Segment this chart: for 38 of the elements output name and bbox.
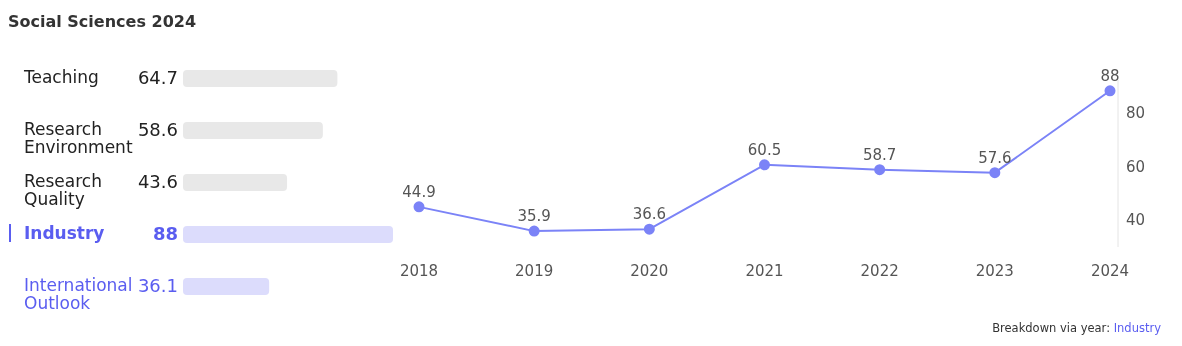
data-label: 58.7	[862, 145, 897, 164]
x-tick-label: 2023	[975, 261, 1014, 280]
y-tick-label: 60	[1126, 157, 1146, 176]
point	[759, 159, 770, 171]
data-label: 57.6	[978, 148, 1012, 167]
data-label: 35.9	[517, 207, 551, 226]
point	[989, 167, 1001, 179]
bar	[183, 278, 270, 295]
point	[528, 225, 540, 237]
y-tick-label: 80	[1126, 103, 1146, 122]
x-tick-label: 2024	[1090, 261, 1130, 280]
x-tick-label: 2021	[745, 261, 784, 280]
y-tick-label: International Outlook	[24, 275, 133, 313]
y-tick-label: 40	[1126, 211, 1146, 230]
point	[874, 164, 886, 176]
data-label: 88	[1100, 66, 1120, 85]
chart-title: Social Sciences 2024	[8, 12, 197, 31]
data-label: 88	[152, 222, 178, 244]
data-label: 58.6	[137, 118, 178, 140]
data-label: 44.9	[402, 182, 436, 201]
data-label: 43.6	[137, 170, 178, 192]
y-tick-label: Teaching	[23, 67, 99, 87]
point	[643, 223, 655, 235]
data-label: 64.7	[137, 66, 178, 88]
point	[413, 201, 425, 213]
y-tick-label: Research Environment	[24, 119, 133, 157]
x-tick-label: 2018	[399, 261, 439, 280]
y-tick-label: Research Quality	[24, 171, 102, 209]
data-label: 36.6	[632, 205, 667, 224]
x-tick-label: 2020	[630, 261, 669, 280]
data-label: 36.1	[137, 274, 178, 296]
data-label: 60.5	[747, 140, 782, 159]
y-tick-label: Industry	[24, 223, 105, 243]
bar	[183, 226, 393, 243]
point	[1104, 85, 1116, 97]
x-tick-label: 2022	[860, 261, 899, 280]
x-tick-label: 2019	[515, 261, 554, 280]
text: Breakdown via year:	[992, 321, 1112, 335]
